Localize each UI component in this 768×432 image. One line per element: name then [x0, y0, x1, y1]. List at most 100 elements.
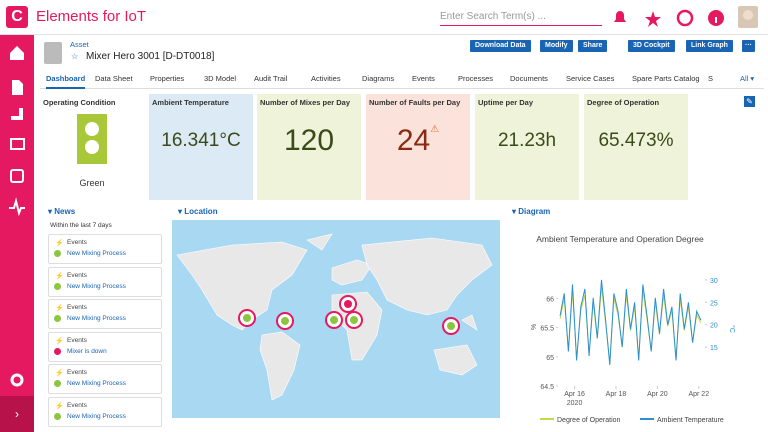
board-icon[interactable] — [10, 138, 25, 150]
kpi-value: 16.341 — [161, 130, 220, 151]
bell-icon[interactable] — [614, 11, 626, 24]
news-type: Events — [67, 401, 87, 409]
news-item[interactable]: ⚡ Events New Mixing Process — [48, 396, 162, 427]
news-subtitle: Within the last 7 days — [50, 222, 112, 229]
lamp — [85, 140, 99, 154]
kpi-unit: % — [656, 130, 674, 151]
kpi-card: Ambient Temperature 16.341°C — [149, 94, 253, 200]
toolbar-button[interactable]: Download Data — [470, 40, 531, 52]
map[interactable] — [172, 220, 500, 418]
chart-title: Ambient Temperature and Operation Degree — [536, 234, 704, 244]
series-line — [559, 279, 702, 366]
expand-button[interactable]: › — [0, 396, 34, 432]
news-link[interactable]: Mixer is down — [67, 347, 107, 355]
kpi-value: 21.23 — [497, 130, 546, 151]
traffic-light — [77, 114, 107, 164]
all-label: All — [740, 74, 749, 83]
asset-icon — [44, 42, 62, 64]
x-tick-label: Apr 22 — [688, 391, 709, 398]
tab[interactable]: Properties — [150, 74, 185, 83]
check-icon[interactable] — [10, 169, 24, 183]
tab[interactable]: Spare Parts Catalog — [632, 74, 700, 83]
y-tick-label: 65.5 — [540, 326, 554, 333]
toolbar-button[interactable]: Link Graph — [686, 40, 733, 52]
news-link[interactable]: New Mixing Process — [67, 315, 126, 322]
diagram-title: Diagram — [518, 207, 551, 216]
location-header[interactable]: ▾ Location — [178, 207, 218, 216]
kpi-value: 65.473 — [598, 130, 657, 151]
star-icon[interactable] — [645, 11, 661, 27]
news-item[interactable]: ⚡ Events New Mixing Process — [48, 364, 162, 394]
toolbar-button[interactable]: Share — [578, 40, 608, 52]
tab[interactable]: Events — [412, 74, 435, 83]
tab[interactable]: 3D Model — [204, 74, 237, 83]
kpi-unit: °C — [219, 130, 241, 151]
news-header[interactable]: ▾ News — [48, 207, 76, 216]
sidebar — [0, 35, 34, 432]
news-type: Events — [67, 239, 87, 246]
tab[interactable]: Data Sheet — [95, 74, 133, 83]
history-icon[interactable] — [676, 9, 694, 27]
breadcrumb[interactable]: Asset — [70, 40, 89, 49]
kpi-value: 120 — [283, 124, 335, 157]
legend-label: Ambient Temperature — [657, 417, 724, 424]
kpi-card: Uptime per Day 21.23h — [475, 94, 579, 200]
news-item[interactable]: ⚡ Events New Mixing Process — [48, 234, 162, 264]
settings-icon[interactable] — [10, 373, 24, 387]
tab[interactable]: Audit Trail — [254, 74, 288, 83]
kpi-title: Number of Faults per Day — [369, 98, 461, 107]
structure-icon[interactable] — [11, 108, 23, 120]
diagram-header[interactable]: ▾ Diagram — [512, 207, 551, 216]
kpi-value-row: 16.341°C — [149, 130, 253, 152]
kpi-title: Number of Mixes per Day — [260, 98, 351, 107]
tab[interactable]: Dashboard — [46, 74, 86, 89]
news-icon: ⚡ — [55, 240, 64, 247]
news-link[interactable]: New Mixing Process — [67, 250, 126, 257]
kpi-value-row: 21.23h — [475, 130, 579, 152]
status-dot — [54, 315, 61, 322]
tab[interactable]: Processes — [458, 74, 494, 83]
tab[interactable]: Diagrams — [362, 74, 395, 83]
news-item[interactable]: ⚡ Events New Mixing Process — [48, 266, 162, 297]
news-icon: ⚡ — [55, 370, 64, 377]
tab[interactable]: S — [708, 74, 714, 83]
logo[interactable]: C — [6, 6, 28, 28]
sidebar-icons — [9, 46, 25, 387]
kpi-unit: h — [545, 130, 557, 151]
y2-tick-label: 20 — [710, 323, 718, 330]
all-dropdown[interactable]: All ▾ — [740, 74, 755, 83]
status-dot — [54, 380, 61, 387]
favorite-star[interactable]: ☆ — [71, 52, 79, 61]
kpi-card: Degree of Operation 65.473% — [584, 94, 688, 200]
news-icon: ⚡ — [55, 402, 64, 410]
tab[interactable]: Documents — [510, 74, 548, 83]
kpi-title: Uptime per Day — [478, 98, 534, 107]
file-icon[interactable] — [12, 80, 23, 95]
kpi-value-row: 120 — [257, 124, 361, 158]
tab[interactable]: Service Cases — [566, 74, 615, 83]
search[interactable]: Enter Search Term(s) ... — [440, 11, 602, 26]
y2-tick-label: 25 — [710, 300, 718, 307]
tab[interactable]: Activities — [311, 74, 341, 83]
toolbar-button[interactable]: 3D Cockpit — [628, 40, 675, 52]
kpi-card: Number of Mixes per Day 120 — [257, 94, 361, 200]
more-button[interactable]: ··· — [742, 40, 755, 52]
news-link[interactable]: New Mixing Process — [67, 380, 126, 387]
news-icon: ⚡ — [55, 337, 64, 345]
news-item[interactable]: ⚡ Events Mixer is down — [48, 331, 162, 362]
edit-button[interactable]: ✎ — [744, 96, 755, 107]
location-title: Location — [184, 207, 218, 216]
news-item[interactable]: ⚡ Events New Mixing Process — [48, 299, 162, 329]
home-icon[interactable] — [10, 46, 24, 60]
status-dot — [54, 282, 61, 290]
pulse-icon[interactable] — [9, 197, 25, 217]
kpi-value: 24 — [396, 124, 431, 157]
news-link[interactable]: New Mixing Process — [67, 282, 126, 290]
land — [176, 233, 493, 401]
news-link[interactable]: New Mixing Process — [67, 412, 126, 420]
toolbar-button[interactable]: Modify — [540, 40, 573, 52]
map-markers[interactable] — [238, 295, 460, 335]
y-tick-label: 65 — [546, 355, 554, 362]
kpi-title: Degree of Operation — [587, 98, 660, 107]
